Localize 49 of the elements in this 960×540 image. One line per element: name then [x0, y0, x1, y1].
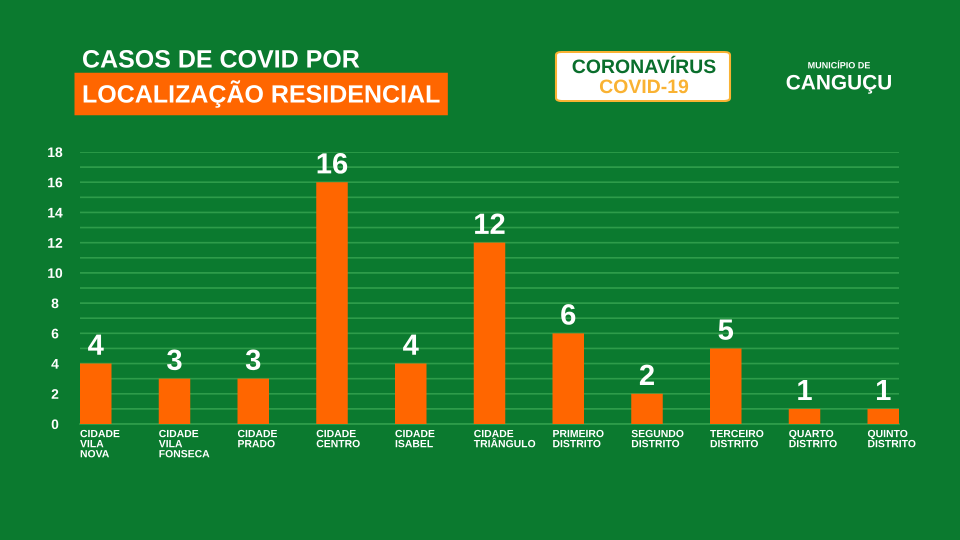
- bar: [316, 182, 348, 424]
- data-label: 3: [246, 349, 260, 370]
- data-label: 2: [640, 364, 654, 385]
- text: CORONAVÍRUS: [572, 56, 716, 74]
- bar: [80, 364, 112, 424]
- y-tick-label: 0: [52, 419, 58, 430]
- y-tick-label: 2: [52, 389, 58, 399]
- data-label: 1: [876, 380, 891, 400]
- data-label: 4: [88, 334, 104, 355]
- x-tick-label: TERCEIRO DISTRITO: [710, 430, 764, 448]
- data-label: 16: [318, 153, 348, 174]
- bar: [395, 364, 426, 424]
- x-tick-label: SEGUNDO DISTRITO: [632, 430, 684, 448]
- x-tick-label: CIDADE ISABEL: [395, 430, 435, 448]
- y-tick-label: 8: [52, 298, 58, 308]
- data-label: 12: [475, 213, 505, 234]
- bar: [474, 242, 506, 424]
- data-label: 1: [798, 380, 812, 400]
- y-tick-label: 4: [51, 359, 59, 369]
- data-label: 5: [718, 320, 734, 340]
- text: CANGUÇU: [786, 74, 891, 94]
- data-label: 4: [403, 334, 419, 355]
- chart-subtitle: LOCALIZAÇÃO RESIDENCIAL: [84, 80, 440, 108]
- bar: [631, 394, 663, 424]
- bar: [552, 333, 584, 424]
- bar: [238, 378, 269, 424]
- bar: [710, 348, 742, 424]
- x-tick-label: PRIMEIRO DISTRITO: [553, 430, 604, 448]
- x-tick-label: CIDADE TRIÂNGULO: [474, 430, 536, 448]
- bar: [868, 408, 899, 424]
- y-tick-label: 10: [48, 268, 62, 278]
- x-tick-label: CIDADE VILA NOVA: [80, 430, 120, 458]
- text: MUNICÍPIO DE: [808, 60, 870, 68]
- data-label: 3: [167, 349, 182, 370]
- data-label: 6: [561, 304, 576, 325]
- y-tick-label: 16: [48, 178, 62, 188]
- text: COVID-19: [600, 79, 688, 94]
- bar: [158, 378, 190, 424]
- x-tick-label: QUARTO DISTRITO: [789, 430, 837, 448]
- x-tick-label: CIDADE VILA FONSECA: [158, 430, 210, 458]
- y-tick-label: 14: [48, 208, 63, 218]
- y-tick-label: 12: [48, 238, 62, 248]
- y-tick-label: 18: [48, 147, 62, 158]
- y-tick-label: 6: [52, 328, 58, 339]
- bar: [788, 408, 820, 424]
- x-tick-label: CIDADE PRADO: [238, 430, 278, 448]
- x-tick-label: CIDADE CENTRO: [316, 430, 360, 448]
- chart-title: CASOS DE COVID POR: [83, 50, 360, 68]
- x-tick-label: QUINTO DISTRITO: [868, 430, 916, 448]
